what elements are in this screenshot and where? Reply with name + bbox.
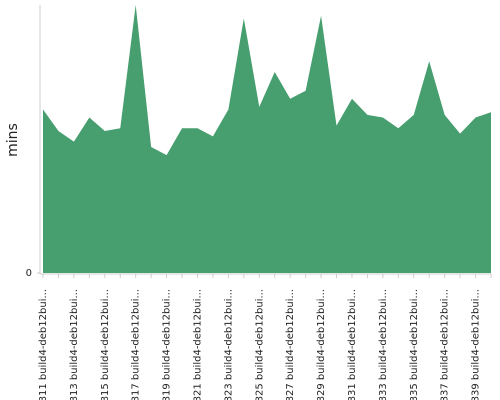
x-tick-label: #825 build4-deb12bui... <box>254 289 265 400</box>
x-tick-label: #837 build4-deb12bui... <box>440 289 451 400</box>
y-axis-label: mins <box>5 123 21 157</box>
x-tick-label: #817 build4-deb12bui... <box>131 289 142 400</box>
x-tick-label: #823 build4-deb12bui... <box>223 289 234 400</box>
x-tick-label: #821 build4-deb12bui... <box>192 289 203 400</box>
x-tick-label: #831 build4-deb12bui... <box>347 289 358 400</box>
x-tick-label: #813 build4-deb12bui... <box>69 289 80 400</box>
area <box>43 5 491 273</box>
x-tick-label: #815 build4-deb12bui... <box>100 289 111 400</box>
x-tick-label: #827 build4-deb12bui... <box>285 289 296 400</box>
x-tick-label: #819 build4-deb12bui... <box>162 289 173 400</box>
y-tick-label: 0 <box>26 268 32 279</box>
x-tick-label: #833 build4-deb12bui... <box>378 289 389 400</box>
x-tick-label: #835 build4-deb12bui... <box>409 289 420 400</box>
x-tick-label: #829 build4-deb12bui... <box>316 289 327 400</box>
x-tick-label: #811 build4-deb12bui... <box>38 289 49 400</box>
x-tick-label: #839 build4-deb12bui... <box>471 289 482 400</box>
